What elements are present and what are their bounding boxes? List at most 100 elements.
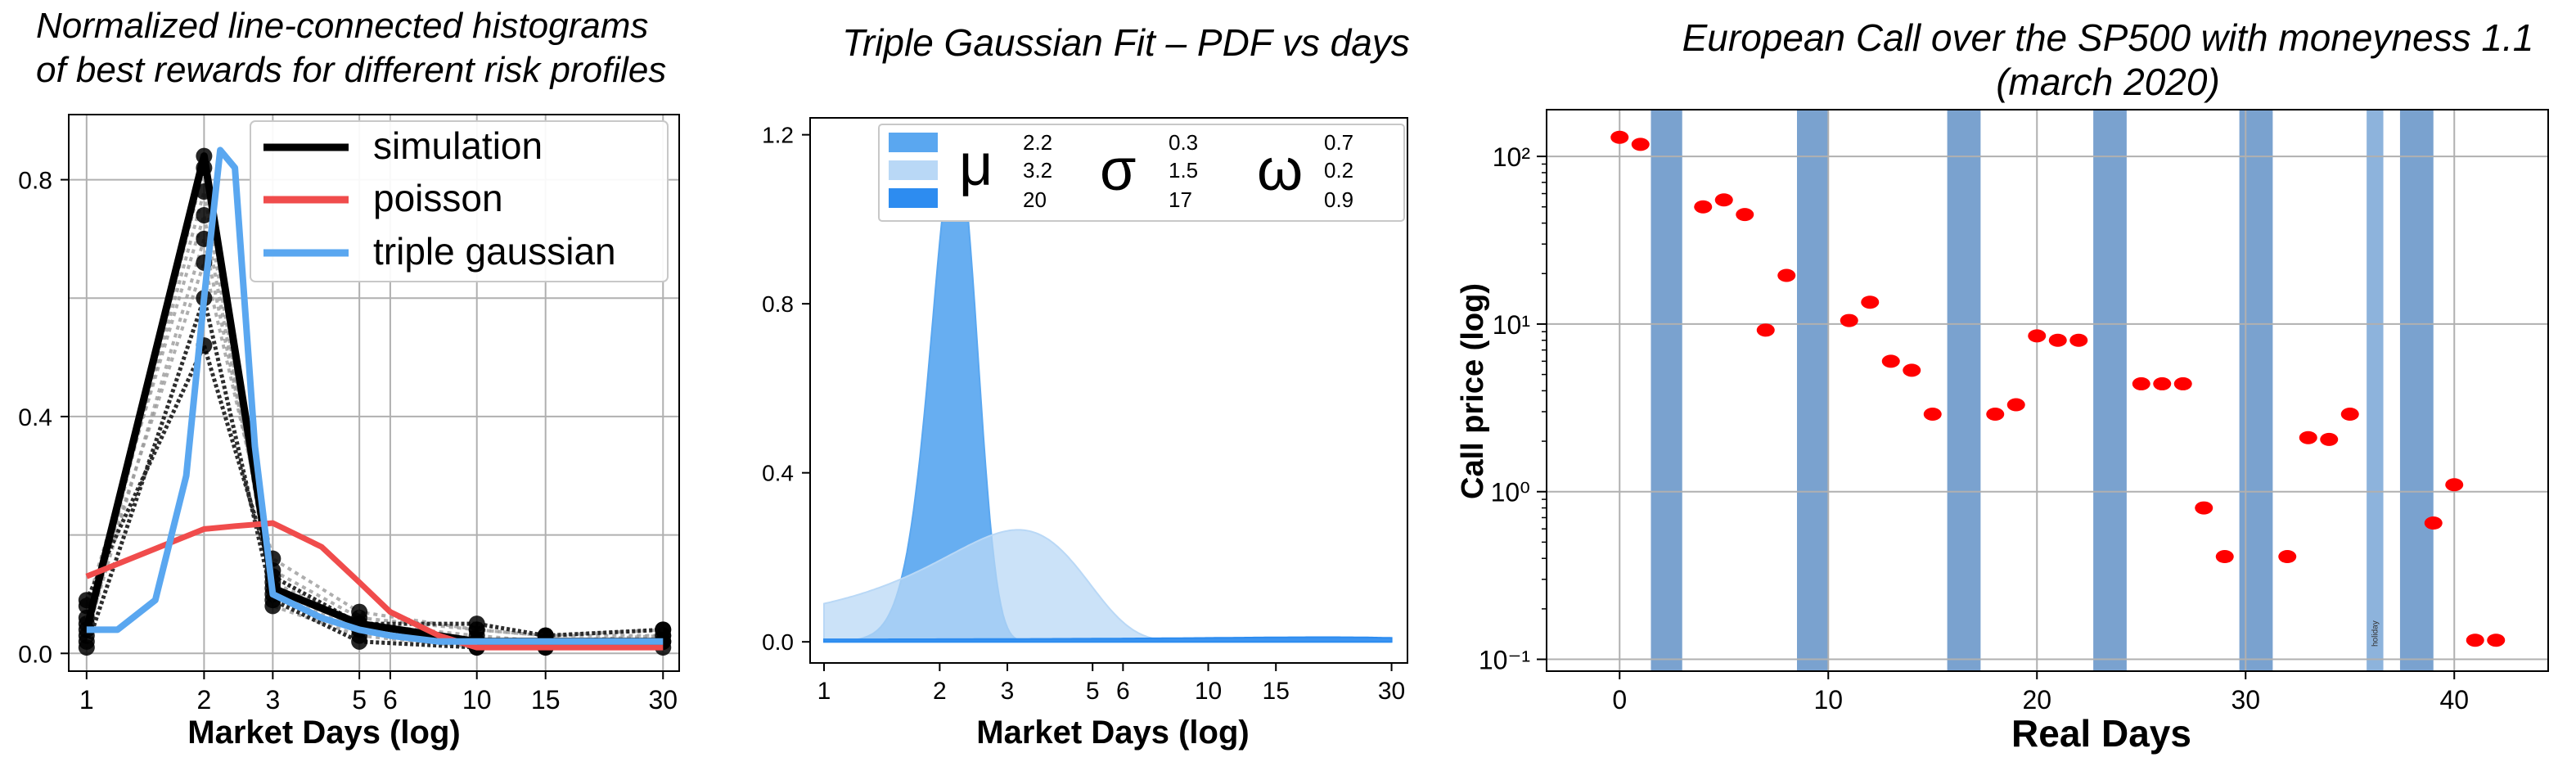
panel3-title-line1: European Call over the SP500 with moneyn… — [1682, 16, 2534, 59]
p3-point-6 — [1777, 268, 1796, 282]
p1-bundle-marker-2-1 — [196, 206, 213, 223]
p3-point-3 — [1714, 193, 1733, 207]
p3-xtick-label-3: 30 — [2231, 685, 2260, 715]
p1-bundle-marker-6-4 — [468, 615, 485, 633]
p3-xtick-label-4: 40 — [2439, 685, 2469, 715]
p1-xtick-label-7: 30 — [648, 685, 678, 715]
p3-weekend-band-5 — [2399, 110, 2434, 671]
p1-bundle-marker-5-0 — [78, 639, 95, 656]
p3-ytick-label-1: 10⁰ — [1491, 478, 1530, 507]
panel1-legend-box — [250, 120, 669, 282]
p3-point-27 — [2445, 478, 2464, 492]
p1-xtick-label-3: 5 — [352, 685, 367, 715]
p3-point-16 — [2069, 333, 2088, 347]
p2-xtick-label-5: 10 — [1195, 678, 1222, 705]
panel3-points — [1610, 130, 2506, 647]
p3-point-24 — [2320, 432, 2339, 446]
panel2-legend-box — [878, 124, 1405, 222]
p3-point-22 — [2278, 550, 2297, 564]
p3-weekend-band-2 — [1947, 110, 1981, 671]
panel1-x-axis-label: Market Days (log) — [187, 715, 460, 751]
p3-ytick-label-3: 10² — [1493, 142, 1531, 172]
p1-ytick-label-2: 0.8 — [18, 168, 52, 195]
p3-xtick-label-0: 0 — [1612, 685, 1627, 715]
legend-triple-gaussian-label: triple gaussian — [373, 230, 616, 273]
legend-row3-sigma: 17 — [1169, 187, 1192, 212]
p1-xtick-label-1: 2 — [196, 685, 211, 715]
legend-row2-sigma: 1.5 — [1169, 158, 1198, 183]
p2-xtick-label-0: 1 — [817, 678, 831, 705]
panel2-x-axis-label: Market Days (log) — [976, 715, 1249, 751]
panel2-x-ticks: 1 2 3 5 6 10 15 30 — [817, 663, 1405, 705]
p3-point-23 — [2299, 431, 2317, 444]
legend-row3-swatch — [889, 188, 938, 208]
p3-holiday-band — [2367, 110, 2384, 671]
panel3-x-axis-label: Real Days — [2011, 712, 2191, 755]
p3-holiday-label: holiday — [2371, 620, 2380, 647]
legend-row3-mu: 20 — [1023, 187, 1047, 212]
p3-point-26 — [2424, 516, 2443, 530]
legend-row2-omega: 0.2 — [1324, 158, 1353, 183]
panel2-legend: 2.2 3.2 20 0.3 1.5 17 0.7 0.2 0.9 μ σ ω — [878, 124, 1405, 222]
p3-xtick-label-1: 10 — [1813, 685, 1843, 715]
panel1-y-ticks: 0.0 0.4 0.8 — [18, 168, 69, 668]
p1-xtick-label-5: 10 — [462, 685, 492, 715]
p1-bundle-marker-6-6 — [655, 621, 672, 638]
p2-xtick-label-7: 30 — [1378, 678, 1405, 705]
p3-weekend-band-4 — [2239, 110, 2273, 671]
p3-point-9 — [1881, 354, 1900, 368]
panel3-grid — [1547, 110, 2548, 671]
p1-ytick-label-0: 0.0 — [18, 641, 52, 668]
panel1-plot-frame — [68, 114, 680, 672]
p3-point-1 — [1631, 138, 1650, 151]
panel2-y-ticks: 0.0 0.4 0.8 1.2 — [762, 123, 810, 655]
p2-ytick-label-3: 1.2 — [762, 123, 794, 148]
p3-weekend-band-3 — [2093, 110, 2127, 671]
legend-row3-omega: 0.9 — [1324, 187, 1353, 212]
panel1-title-line1: Normalized line-connected histograms — [36, 6, 648, 46]
legend-poisson-label: poisson — [373, 177, 503, 219]
p2-xtick-label-2: 3 — [1001, 678, 1015, 705]
p3-point-13 — [2006, 398, 2025, 412]
p2-area-2 — [823, 636, 1393, 643]
p1-xtick-label-0: 1 — [79, 685, 94, 715]
p1-bundle-marker-5-3 — [351, 633, 368, 650]
p3-point-5 — [1756, 323, 1775, 337]
p2-xtick-label-4: 6 — [1116, 678, 1130, 705]
p3-point-29 — [2487, 633, 2506, 647]
legend-row1-swatch — [889, 133, 938, 152]
p3-point-21 — [2215, 550, 2234, 564]
legend-row2-swatch — [889, 160, 938, 180]
panel2-title: Triple Gaussian Fit – PDF vs days — [842, 21, 1410, 64]
p1-bundle-marker-4-3 — [351, 603, 368, 620]
p2-xtick-label-3: 5 — [1086, 678, 1100, 705]
panel2-areas — [823, 142, 1393, 643]
panel3-y-axis-label: Call price (log) — [1456, 283, 1490, 499]
p1-xtick-label-4: 6 — [383, 685, 398, 715]
p3-point-28 — [2466, 633, 2484, 647]
p3-ytick-label-2: 10¹ — [1493, 310, 1530, 340]
p3-point-0 — [1610, 130, 1629, 144]
legend-row1-mu: 2.2 — [1023, 130, 1052, 155]
p2-xtick-label-6: 15 — [1263, 678, 1290, 705]
p3-point-15 — [2048, 333, 2067, 347]
p3-point-14 — [2028, 329, 2047, 343]
p1-ytick-label-1: 0.4 — [18, 404, 52, 431]
p2-ytick-label-2: 0.8 — [762, 291, 794, 317]
p1-series-line-2 — [86, 147, 664, 645]
p3-point-25 — [2340, 408, 2359, 422]
legend-omega-header: ω — [1257, 138, 1303, 203]
p3-point-19 — [2173, 376, 2192, 390]
legend-row2-mu: 3.2 — [1023, 158, 1052, 183]
p2-ytick-label-0: 0.0 — [762, 629, 794, 655]
panel1-series — [83, 147, 664, 651]
legend-sigma-header: σ — [1100, 138, 1136, 203]
p2-xtick-label-1: 2 — [933, 678, 947, 705]
panel3-y-ticks: 10⁻¹ 10⁰ 10¹ 10² — [1479, 142, 1547, 675]
p3-ytick-label-0: 10⁻¹ — [1479, 646, 1530, 675]
p1-xtick-label-6: 15 — [531, 685, 561, 715]
p3-point-8 — [1861, 295, 1880, 309]
